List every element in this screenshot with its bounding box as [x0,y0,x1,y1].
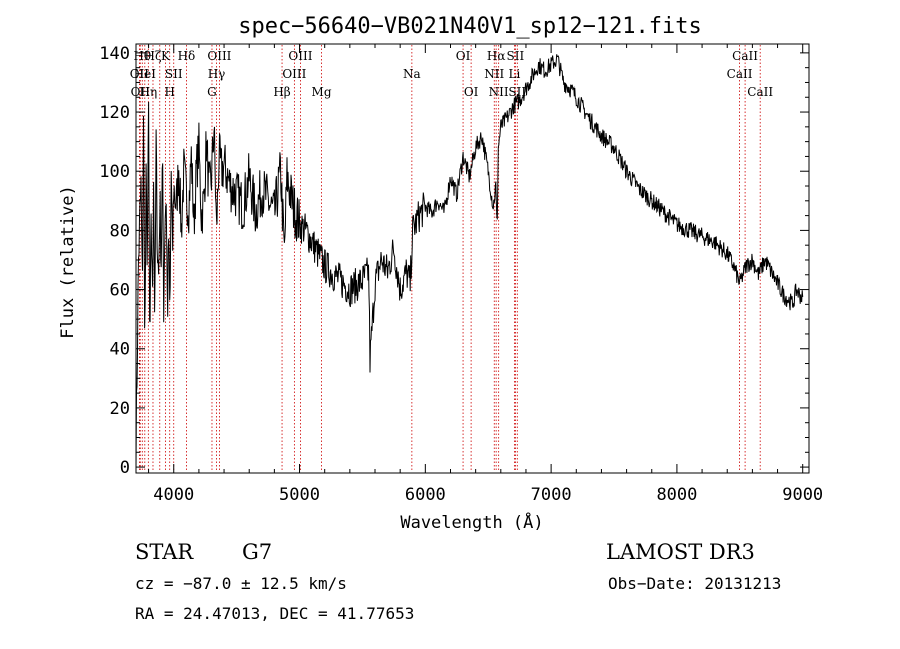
line-label-3: HeI [134,67,157,81]
line-label-7: K [161,49,171,63]
line-label-20: OI [464,85,479,99]
line-label-16: OIII [288,49,312,63]
line-label-27: CaII [727,67,753,81]
line-label-8: H [164,85,174,99]
line-label-23: NII [489,85,509,99]
x-tick-label-4: 8000 [656,485,697,505]
line-label-21: NII [484,67,504,81]
survey-name: LAMOST DR3 [606,540,755,564]
y-tick-label-3: 60 [110,281,130,301]
line-label-13: OIII [207,49,231,63]
y-tick-label-0: 0 [120,458,130,478]
line-label-14: Hβ [273,85,290,99]
line-label-26: SII [508,85,526,99]
line-label-10: Hδ [178,49,196,63]
y-tick-label-2: 40 [110,340,130,360]
y-axis-label: Flux (relative) [58,185,78,339]
chart-title: spec−56640−VB021N40V1_sp12−121.fits [238,14,702,39]
line-label-4: Hη [139,85,157,99]
x-tick-label-1: 5000 [279,485,320,505]
y-tick-label-4: 80 [110,221,130,241]
line-label-18: Na [403,67,421,81]
line-label-19: OI [456,49,471,63]
x-axis-label: Wavelength (Å) [400,511,543,533]
line-label-17: Mg [312,85,332,99]
y-tick-label-6: 120 [99,103,130,123]
x-tick-label-3: 7000 [531,485,572,505]
line-label-12: Hγ [208,67,226,81]
redshift-cz: cz = −87.0 ± 12.5 km/s [135,574,347,593]
line-label-1: OII [131,85,151,99]
object-subclass: G7 [242,540,273,564]
flux-line [135,54,804,471]
coordinates: RA = 24.47013, DEC = 41.77653 [135,604,415,623]
y-tick-label-7: 140 [99,44,130,64]
line-label-22: Hα [487,49,506,63]
object-class: STAR [135,540,194,564]
observation-date: Obs−Date: 20131213 [608,574,782,593]
x-tick-label-2: 6000 [405,485,446,505]
line-label-11: G [207,85,217,99]
line-label-24: Li [508,67,520,81]
plot-frame [135,43,810,474]
line-label-9: SII [165,67,183,81]
line-label-28: CaII [732,49,758,63]
line-label-15: OIII [282,67,306,81]
line-label-29: CaII [747,85,773,99]
y-tick-label-1: 20 [110,399,130,419]
axes: 4000 5000 6000 7000 8000 9000 0 20 40 60 80 100 120 1… [99,44,823,505]
line-label-5: Hζ [144,49,161,63]
line-label-0: OII [130,67,150,81]
x-tick-label-5: 9000 [782,485,823,505]
x-tick-label-0: 4000 [153,485,194,505]
spectral-line-markers [138,45,761,472]
line-label-25: SII [507,49,525,63]
y-tick-label-5: 100 [99,162,130,182]
